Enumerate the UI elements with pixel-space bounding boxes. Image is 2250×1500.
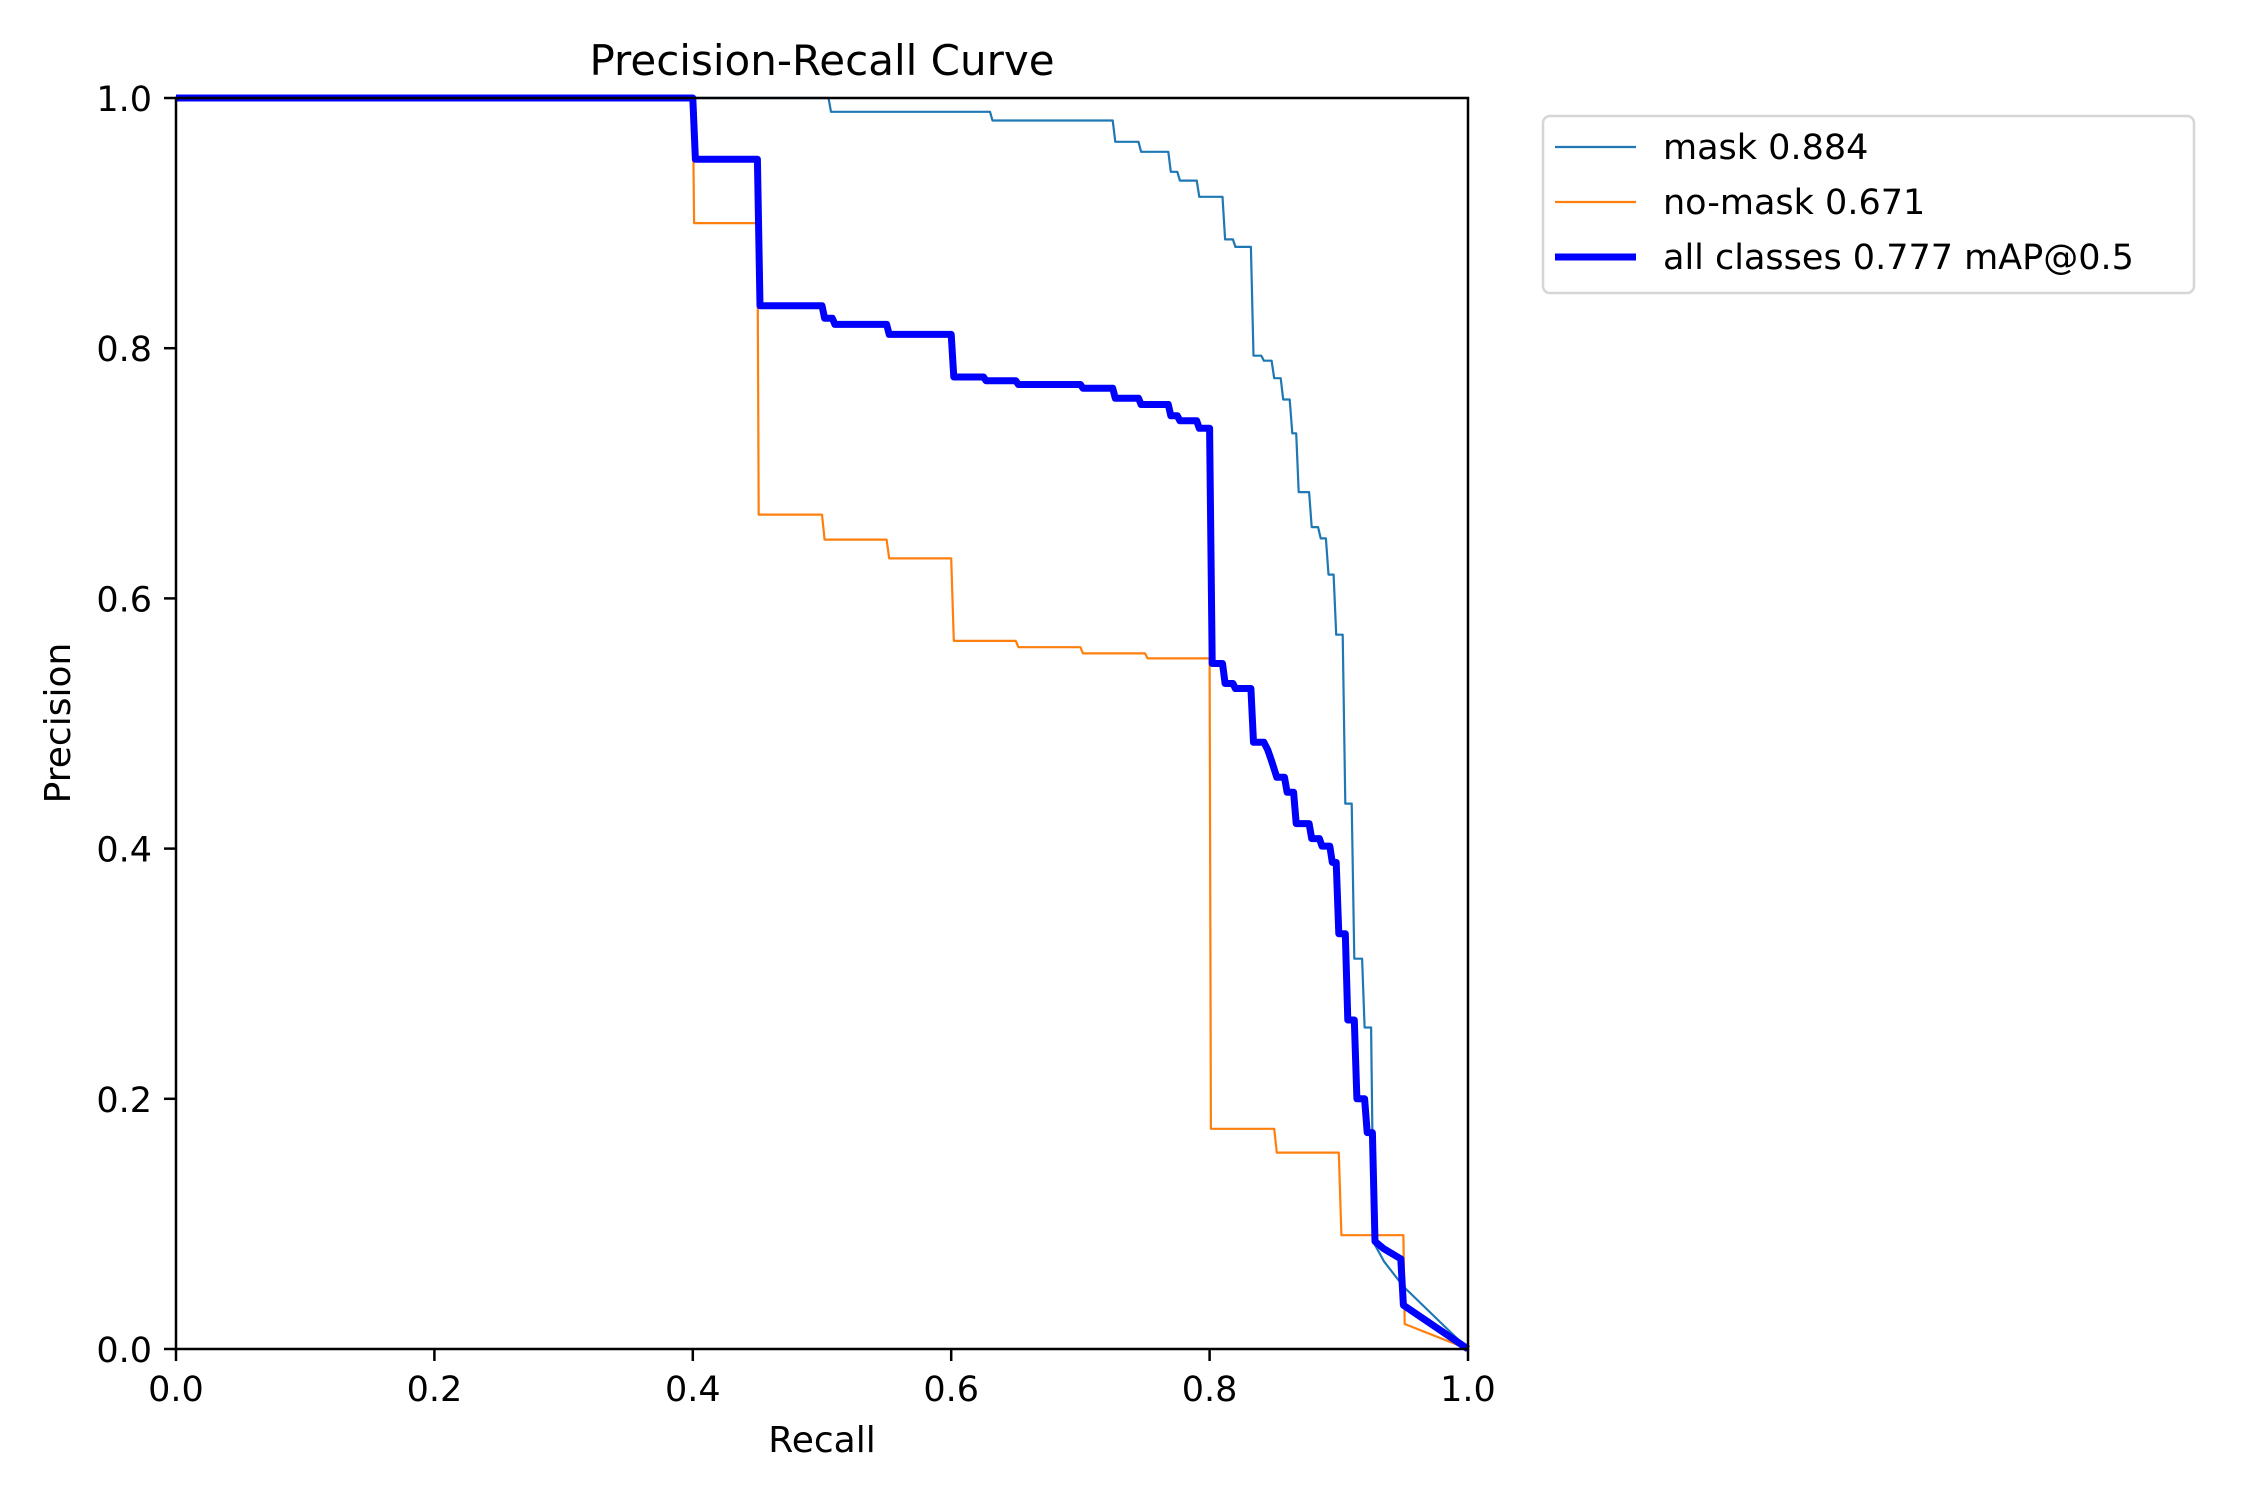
- x-tick-label: 1.0: [1440, 1370, 1496, 1410]
- x-tick-label: 0.0: [148, 1370, 204, 1410]
- x-tick-label: 0.4: [665, 1370, 721, 1410]
- y-tick-label: 0.6: [96, 580, 152, 620]
- x-tick-label: 0.6: [923, 1370, 979, 1410]
- y-tick-label: 1.0: [96, 80, 152, 120]
- legend-label: mask 0.884: [1663, 128, 1868, 168]
- y-tick-label: 0.8: [96, 330, 152, 370]
- legend-label: no-mask 0.671: [1663, 183, 1925, 223]
- x-axis-label: Recall: [768, 1420, 875, 1461]
- y-tick-label: 0.4: [96, 831, 152, 871]
- series-line-1: [176, 96, 1469, 1351]
- legend-label: all classes 0.777 mAP@0.5: [1663, 238, 2134, 278]
- y-tick-label: 0.0: [96, 1331, 152, 1371]
- x-tick-label: 0.8: [1182, 1370, 1238, 1410]
- chart-title: Precision-Recall Curve: [589, 36, 1054, 85]
- series-line-0: [176, 96, 1469, 1350]
- y-tick-label: 0.2: [96, 1081, 152, 1121]
- x-tick-label: 0.2: [407, 1370, 463, 1410]
- series-line-2: [176, 94, 1470, 1352]
- legend: mask 0.884 no-mask 0.671 all classes 0.777…: [1541, 114, 2196, 295]
- y-axis-label: Precision: [38, 643, 79, 804]
- plot-frame: [174, 96, 1470, 1351]
- series-layer: [176, 94, 1470, 1352]
- axis-ticks: 0.0 0.2 0.4 0.6 0.8 1.0 0.0 0.2 0.4 0.6 0.8 1.0: [96, 80, 1496, 1410]
- legend-box: [1541, 114, 2196, 295]
